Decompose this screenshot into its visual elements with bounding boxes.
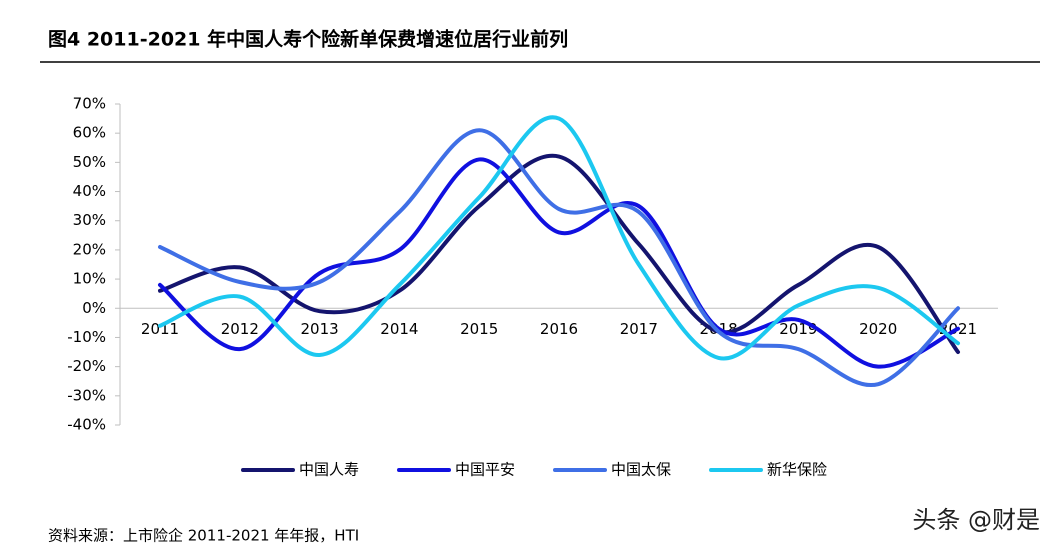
y-tick-label: 10% <box>73 270 106 288</box>
line-series <box>158 153 960 355</box>
y-tick-label: 40% <box>73 182 106 200</box>
y-tick-label: 70% <box>73 95 106 113</box>
x-tick-label: 2013 <box>301 320 339 338</box>
legend-label: 新华保险 <box>767 461 827 479</box>
y-tick-label: -20% <box>67 357 106 375</box>
y-tick-label: 0% <box>82 299 106 317</box>
legend-label: 中国平安 <box>455 461 515 479</box>
source: 资料来源：上市险企 2011-2021 年年报，HTI <box>48 527 359 545</box>
x-tick-label: 2014 <box>380 320 418 338</box>
line-series <box>158 128 960 388</box>
chart-title: 图4 2011-2021 年中国人寿个险新单保费增速位居行业前列 <box>48 28 568 51</box>
y-tick-label: -10% <box>67 328 106 346</box>
line-series <box>158 157 960 369</box>
x-tick-label: 2011 <box>141 320 179 338</box>
line-series <box>158 115 960 361</box>
legend-label: 中国人寿 <box>299 461 359 479</box>
x-tick-label: 2015 <box>460 320 498 338</box>
watermark: 头条 @财是 <box>912 506 1040 534</box>
x-tick-label: 2019 <box>779 320 817 338</box>
y-tick-label: 60% <box>73 124 106 142</box>
y-tick-label: -40% <box>67 416 106 434</box>
y-tick-label: 50% <box>73 153 106 171</box>
y-tick-label: 20% <box>73 240 106 258</box>
y-tick-label: -30% <box>67 386 106 404</box>
y-tick-label: 30% <box>73 211 106 229</box>
x-tick-label: 2020 <box>859 320 897 338</box>
x-tick-label: 2012 <box>221 320 259 338</box>
x-tick-label: 2017 <box>620 320 658 338</box>
legend-label: 中国太保 <box>611 461 671 479</box>
x-tick-label: 2016 <box>540 320 578 338</box>
